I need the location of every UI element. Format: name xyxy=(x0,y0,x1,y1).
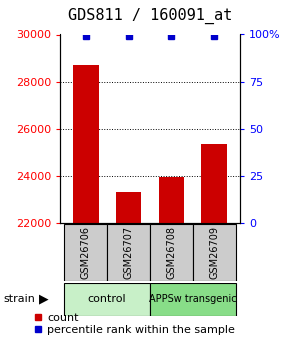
Bar xyxy=(201,144,227,223)
Bar xyxy=(150,224,193,281)
Bar xyxy=(107,224,150,281)
Bar xyxy=(150,283,236,316)
Text: GSM26708: GSM26708 xyxy=(167,226,176,279)
Bar xyxy=(73,65,99,223)
Text: ▶: ▶ xyxy=(39,293,48,306)
Bar xyxy=(159,177,184,223)
Bar xyxy=(64,224,107,281)
Bar xyxy=(116,192,141,223)
Text: GSM26706: GSM26706 xyxy=(81,226,91,279)
Bar xyxy=(64,283,150,316)
Text: APPSw transgenic: APPSw transgenic xyxy=(149,294,237,304)
Text: GSM26709: GSM26709 xyxy=(209,226,219,279)
Legend: count, percentile rank within the sample: count, percentile rank within the sample xyxy=(30,308,240,339)
Text: control: control xyxy=(88,294,127,304)
Text: strain: strain xyxy=(3,294,35,304)
Text: GSM26707: GSM26707 xyxy=(124,226,134,279)
Text: GDS811 / 160091_at: GDS811 / 160091_at xyxy=(68,8,232,23)
Bar xyxy=(193,224,236,281)
